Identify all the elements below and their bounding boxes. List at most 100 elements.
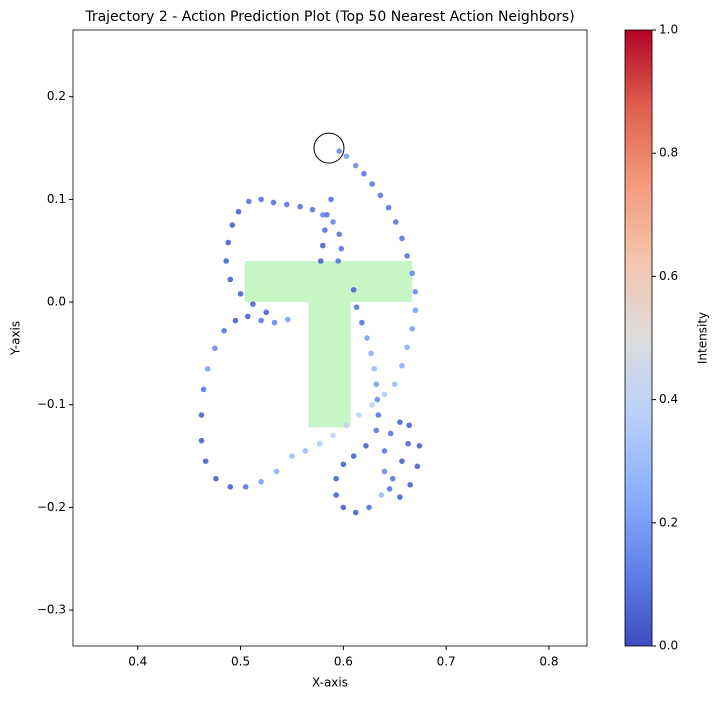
point: [320, 242, 326, 249]
point: [350, 453, 357, 459]
point: [369, 181, 375, 187]
point: [328, 196, 334, 203]
colorbar: [624, 29, 653, 647]
colorbar-tick-label: 0.2: [659, 515, 678, 529]
colorbar-tick-label: 1.0: [659, 23, 678, 37]
point: [200, 386, 207, 393]
colorbar-tick-label: 0.8: [659, 146, 678, 160]
x-tick-label: 0.5: [231, 655, 250, 669]
target-shape: [244, 261, 413, 428]
point: [407, 482, 413, 488]
point: [258, 196, 264, 203]
point: [198, 437, 205, 444]
point: [391, 381, 398, 388]
point: [333, 492, 339, 498]
point: [359, 319, 365, 326]
position-marker: [313, 132, 345, 164]
point: [309, 206, 316, 213]
point: [302, 448, 309, 454]
point: [378, 492, 385, 498]
point: [322, 227, 328, 233]
point: [227, 484, 234, 490]
point: [250, 301, 256, 307]
point: [374, 396, 381, 403]
point: [227, 276, 234, 283]
point: [242, 484, 249, 490]
point: [366, 504, 372, 511]
point: [381, 391, 388, 398]
point: [270, 199, 277, 206]
point: [324, 212, 330, 218]
point: [377, 192, 384, 199]
point: [404, 253, 410, 259]
point: [363, 443, 369, 449]
point: [330, 432, 336, 439]
point: [350, 286, 357, 293]
point: [353, 304, 360, 311]
point: [343, 153, 350, 160]
point: [335, 258, 342, 264]
colorbar-tick-label: 0.4: [659, 392, 678, 406]
point: [338, 245, 345, 252]
point: [263, 309, 270, 316]
point: [237, 291, 244, 297]
point: [198, 412, 205, 418]
point: [273, 468, 280, 475]
point: [364, 335, 370, 341]
point: [373, 427, 380, 434]
point: [368, 350, 374, 357]
point: [399, 362, 405, 369]
chart-title: Trajectory 2 - Action Prediction Plot (T…: [84, 9, 574, 25]
point: [389, 475, 396, 482]
point: [385, 204, 392, 211]
point: [387, 430, 394, 437]
point: [245, 198, 252, 205]
y-tick-label: −0.3: [37, 603, 66, 617]
y-tick-label: −0.1: [37, 397, 66, 411]
point: [244, 313, 251, 320]
point: [405, 440, 411, 447]
point: [297, 203, 303, 210]
point: [369, 401, 375, 408]
point: [202, 458, 209, 465]
point: [409, 325, 416, 332]
point: [409, 270, 416, 277]
point: [412, 307, 419, 314]
point: [229, 222, 236, 228]
point: [336, 148, 343, 154]
point: [223, 258, 229, 264]
x-tick-label: 0.8: [539, 655, 558, 669]
point: [406, 422, 412, 429]
point: [285, 316, 291, 323]
y-tick-label: −0.2: [37, 500, 66, 514]
point: [381, 468, 388, 475]
point: [416, 443, 423, 449]
point: [352, 162, 359, 169]
point: [258, 317, 264, 324]
colorbar-label: Intensity: [696, 312, 710, 364]
point: [289, 453, 295, 459]
point: [404, 344, 410, 351]
point: [361, 170, 367, 177]
point: [271, 319, 278, 326]
point: [320, 212, 326, 218]
point: [204, 366, 211, 372]
point: [225, 239, 232, 246]
point: [212, 345, 218, 352]
point: [392, 219, 399, 225]
point: [412, 289, 419, 295]
point: [373, 381, 380, 388]
y-tick-label: 0.0: [47, 295, 66, 309]
colorbar-tick-label: 0.6: [659, 269, 678, 283]
colorbar-tick-label: 0.0: [659, 639, 678, 653]
point: [340, 504, 347, 511]
point: [213, 475, 219, 482]
point: [355, 412, 362, 418]
y-tick-label: 0.1: [47, 192, 66, 206]
point: [375, 412, 382, 418]
point: [397, 494, 403, 500]
point: [316, 440, 323, 447]
x-tick-label: 0.6: [334, 655, 353, 669]
point: [381, 448, 388, 454]
